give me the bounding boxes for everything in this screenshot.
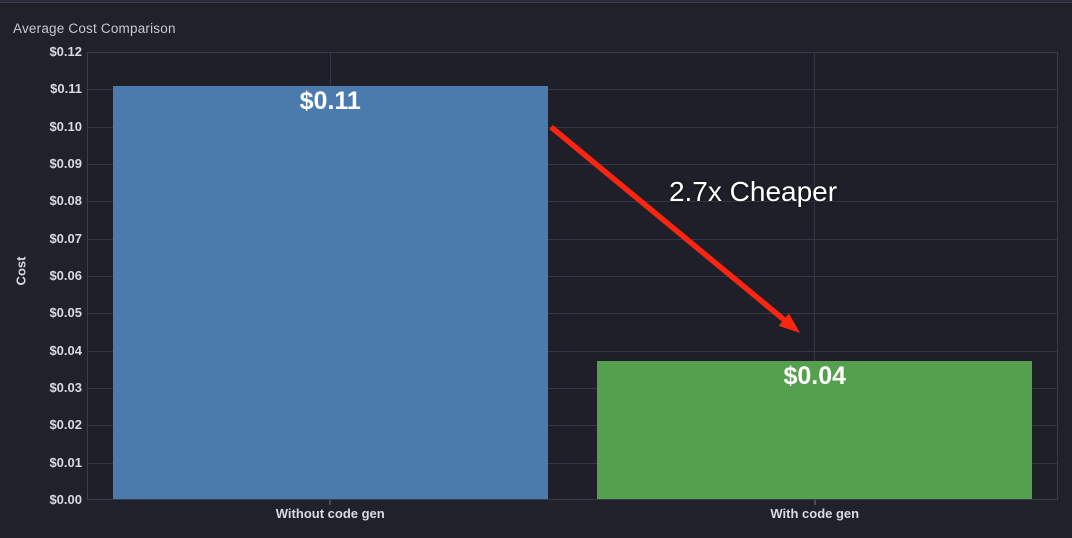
x-tick-label: With code gen (770, 506, 860, 521)
gridline-horizontal (88, 388, 1057, 389)
y-tick-label: $0.00 (49, 492, 82, 507)
y-tick-label: $0.08 (49, 193, 82, 209)
x-tick-mark (329, 500, 332, 505)
y-tick-label: $0.03 (49, 380, 82, 395)
bar-value-label: $0.04 (783, 362, 847, 391)
bar-value-label: $0.11 (299, 87, 361, 116)
gridline-horizontal (88, 89, 1057, 91)
x-tick-label: Without code gen (275, 506, 385, 521)
panel-top-divider (0, 0, 1072, 3)
y-tick-label: $0.07 (49, 230, 82, 246)
plot-area: $0.11 $0.04 (87, 52, 1058, 500)
bar-without-code-gen: $0.11 (112, 86, 548, 499)
gridline-horizontal (88, 425, 1057, 427)
y-tick-label: $0.11 (50, 81, 82, 97)
y-tick-label: $0.10 (49, 118, 82, 134)
y-tick-label: $0.04 (49, 342, 82, 358)
y-tick-label: $0.09 (49, 156, 82, 171)
x-tick-mark (813, 500, 816, 505)
y-tick-label: $0.12 (49, 44, 82, 59)
y-tick-label: $0.05 (49, 305, 82, 321)
y-tick-label: $0.02 (49, 417, 82, 433)
chart-title: Average Cost Comparison (13, 21, 176, 36)
bar-with-code-gen: $0.04 (597, 361, 1033, 499)
gridline-horizontal (88, 462, 1057, 464)
y-tick-label: $0.06 (49, 268, 82, 283)
gridline-vertical (814, 53, 816, 499)
annotation-text: 2.7x Cheaper (668, 176, 838, 207)
gridline-horizontal (88, 350, 1057, 352)
y-tick-label: $0.01 (49, 454, 82, 470)
